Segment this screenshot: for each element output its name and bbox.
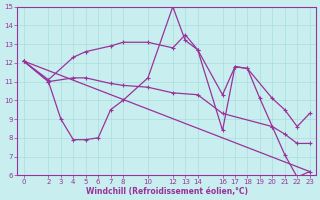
- X-axis label: Windchill (Refroidissement éolien,°C): Windchill (Refroidissement éolien,°C): [85, 187, 248, 196]
